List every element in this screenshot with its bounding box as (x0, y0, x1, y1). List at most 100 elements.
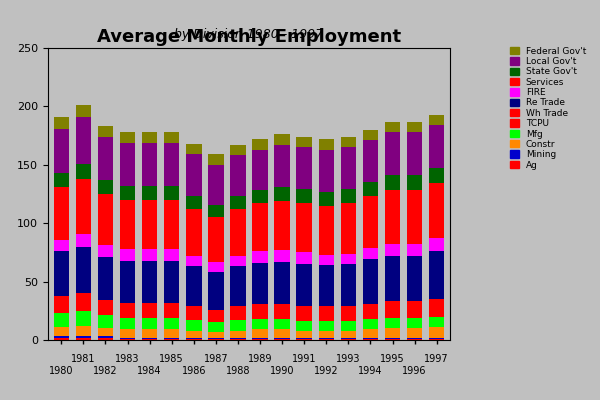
Bar (385, 244, 400, 256)
Bar (253, 304, 268, 312)
Bar (253, 339, 268, 340)
Bar (274, 338, 290, 339)
Bar (76, 117, 91, 164)
Bar (142, 186, 157, 200)
Bar (53, 305, 69, 313)
Bar (53, 296, 69, 305)
Bar (385, 339, 400, 340)
Bar (120, 260, 135, 303)
Bar (429, 299, 445, 308)
Bar (230, 331, 245, 338)
Bar (186, 154, 202, 196)
Bar (164, 200, 179, 249)
Bar (341, 189, 356, 203)
Bar (385, 328, 400, 338)
Bar (341, 306, 356, 314)
Bar (186, 144, 202, 154)
Bar (296, 306, 312, 314)
Bar (296, 339, 312, 340)
Bar (142, 303, 157, 311)
Bar (98, 336, 113, 338)
Bar (208, 154, 224, 165)
Bar (429, 251, 445, 299)
Bar (164, 330, 179, 338)
Bar (208, 165, 224, 204)
Bar (363, 304, 378, 312)
Bar (76, 234, 91, 246)
Bar (186, 306, 202, 313)
Text: 1987: 1987 (203, 354, 228, 364)
Bar (98, 245, 113, 257)
Bar (53, 327, 69, 336)
Bar (98, 180, 113, 194)
Bar (253, 150, 268, 190)
Bar (120, 318, 135, 330)
Bar (341, 264, 356, 306)
Text: 1984: 1984 (137, 366, 162, 376)
Bar (164, 303, 179, 311)
Bar (164, 249, 179, 260)
Bar (76, 164, 91, 179)
Bar (142, 200, 157, 249)
Bar (98, 137, 113, 180)
Bar (253, 319, 268, 330)
Bar (429, 168, 445, 184)
Bar (253, 263, 268, 304)
Text: 1982: 1982 (93, 366, 118, 376)
Bar (208, 272, 224, 310)
Bar (53, 251, 69, 296)
Bar (53, 240, 69, 251)
Bar (98, 308, 113, 316)
Bar (274, 262, 290, 304)
Bar (208, 262, 224, 272)
Bar (429, 338, 445, 339)
Bar (230, 266, 245, 306)
Bar (186, 320, 202, 331)
Bar (253, 312, 268, 319)
Bar (164, 339, 179, 340)
Bar (98, 194, 113, 245)
Text: 1990: 1990 (270, 366, 295, 376)
Bar (407, 132, 422, 175)
Bar (186, 313, 202, 320)
Bar (296, 331, 312, 338)
Bar (319, 206, 334, 255)
Bar (407, 339, 422, 340)
Bar (53, 313, 69, 327)
Bar (76, 293, 91, 303)
Bar (120, 330, 135, 338)
Bar (120, 338, 135, 339)
Bar (363, 339, 378, 340)
Bar (98, 328, 113, 336)
Text: 1985: 1985 (160, 354, 184, 364)
Bar (407, 256, 422, 302)
Bar (120, 200, 135, 249)
Bar (429, 125, 445, 168)
Bar (429, 238, 445, 251)
Bar (142, 132, 157, 143)
Bar (230, 256, 245, 266)
Bar (120, 339, 135, 340)
Bar (274, 187, 290, 201)
Bar (363, 260, 378, 304)
Bar (53, 338, 69, 340)
Bar (385, 175, 400, 190)
Bar (142, 338, 157, 339)
Bar (407, 318, 422, 328)
Bar (274, 330, 290, 338)
Bar (253, 330, 268, 338)
Text: 1988: 1988 (226, 366, 250, 376)
Bar (142, 311, 157, 318)
Bar (76, 105, 91, 117)
Bar (319, 150, 334, 192)
Text: 1980: 1980 (49, 366, 74, 376)
Bar (76, 303, 91, 311)
Bar (407, 302, 422, 310)
Text: 1993: 1993 (336, 354, 361, 364)
Bar (341, 339, 356, 340)
Bar (363, 312, 378, 319)
Bar (385, 122, 400, 132)
Bar (274, 319, 290, 330)
Bar (230, 339, 245, 340)
Bar (296, 137, 312, 147)
